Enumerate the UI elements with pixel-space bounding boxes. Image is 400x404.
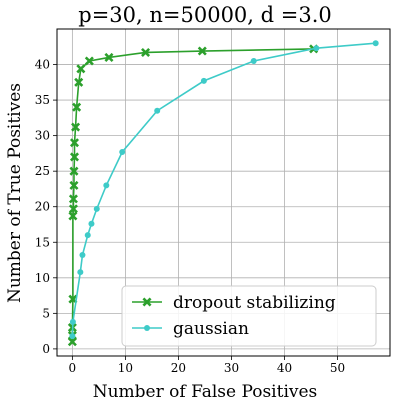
y-tick-label: 10 bbox=[35, 271, 50, 285]
data-point-dot bbox=[200, 77, 207, 84]
y-axis-label: Number of True Positives bbox=[5, 83, 25, 303]
x-tick-label: 10 bbox=[118, 361, 133, 375]
x-tick-label: 0 bbox=[69, 361, 77, 375]
data-point-dot bbox=[103, 182, 110, 189]
y-tick-label: 40 bbox=[35, 58, 50, 72]
data-point-dot bbox=[372, 40, 379, 47]
series-line bbox=[71, 48, 314, 342]
chart-title: p=30, n=50000, d =3.0 bbox=[78, 3, 332, 27]
data-point-x-marker bbox=[84, 56, 94, 66]
legend-item: dropout stabilizing bbox=[132, 293, 336, 313]
legend-label: gaussian bbox=[173, 319, 249, 339]
y-tick-label: 25 bbox=[35, 164, 50, 178]
data-point-dot bbox=[93, 205, 100, 212]
data-point-x-marker bbox=[68, 211, 78, 221]
y-tick-label: 0 bbox=[42, 342, 50, 356]
data-point-x-marker bbox=[69, 180, 79, 190]
x-tick-label: 50 bbox=[330, 361, 345, 375]
data-point-x-marker bbox=[68, 194, 78, 204]
series-gaussian bbox=[69, 40, 379, 340]
y-tick-label: 15 bbox=[35, 235, 50, 249]
data-point-x-marker bbox=[104, 52, 114, 62]
data-point-x-marker bbox=[69, 152, 80, 162]
y-tick-label: 30 bbox=[35, 129, 50, 143]
data-point-dot bbox=[119, 148, 126, 155]
x-tick-label: 40 bbox=[277, 361, 292, 375]
x-axis-label: Number of False Positives bbox=[93, 382, 318, 400]
data-point-x-marker bbox=[71, 122, 81, 132]
data-point-x-marker bbox=[76, 64, 86, 74]
data-point-x-marker bbox=[74, 77, 84, 87]
y-tick-label: 20 bbox=[35, 200, 50, 214]
y-tick-label: 35 bbox=[35, 93, 50, 107]
data-point-dot bbox=[313, 45, 320, 52]
x-tick-label: 30 bbox=[224, 361, 239, 375]
plot-frame bbox=[56, 28, 391, 357]
data-point-x-marker bbox=[68, 204, 78, 214]
data-point-dot bbox=[88, 220, 95, 227]
data-point-dot bbox=[69, 333, 76, 340]
legend-x-marker bbox=[142, 297, 152, 307]
legend-box bbox=[121, 285, 377, 347]
data-point-dot bbox=[84, 232, 91, 239]
data-point-x-marker bbox=[69, 138, 80, 148]
data-point-x-marker bbox=[197, 46, 207, 56]
series-layer bbox=[67, 40, 379, 347]
data-point-x-marker bbox=[69, 166, 79, 176]
data-point-dot bbox=[250, 57, 257, 64]
data-point-dot bbox=[77, 269, 84, 276]
legend-label: dropout stabilizing bbox=[173, 293, 336, 313]
data-point-dot bbox=[79, 252, 86, 259]
legend-item: gaussian bbox=[132, 319, 249, 339]
x-tick-label: 20 bbox=[171, 361, 186, 375]
legend-dot-marker bbox=[144, 325, 150, 331]
y-tick-label: 5 bbox=[42, 306, 50, 320]
axis-ticks: 0 10 20 30 40 50 0 5 10 15 20 25 30 35 40 bbox=[35, 58, 345, 375]
data-point-x-marker bbox=[141, 47, 151, 57]
data-point-dot bbox=[154, 107, 161, 114]
data-point-x-marker bbox=[72, 102, 82, 112]
legend: dropout stabilizing gaussian bbox=[121, 285, 377, 347]
data-point-dot bbox=[69, 318, 76, 325]
